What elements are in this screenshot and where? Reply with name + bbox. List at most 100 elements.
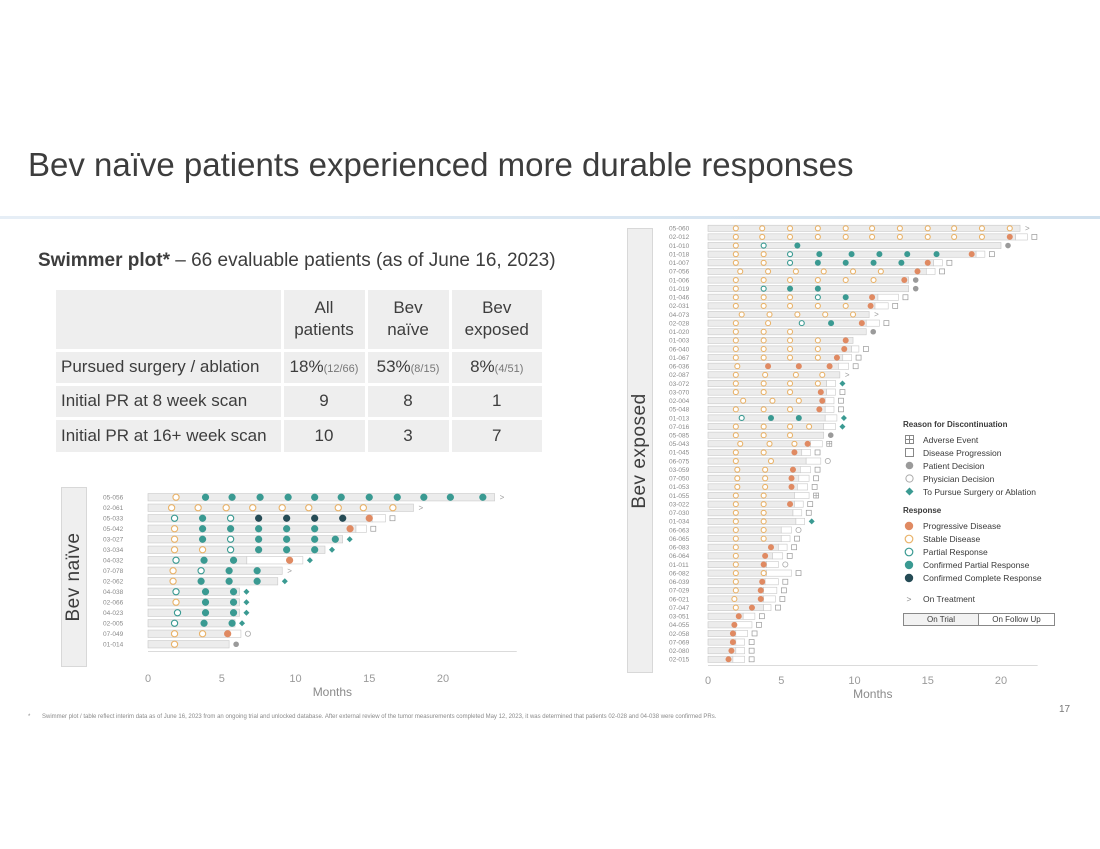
on-trial-bar bbox=[707, 561, 767, 568]
stable-disease-marker bbox=[814, 302, 821, 309]
on-trial-bar bbox=[147, 503, 414, 512]
progressive-disease-icon bbox=[903, 521, 915, 531]
disease-progression-marker bbox=[814, 449, 821, 456]
confirmed-partial-response-marker bbox=[816, 251, 823, 258]
on-trial-bar bbox=[707, 630, 737, 637]
stable-disease-marker bbox=[760, 570, 767, 577]
patient-id-label: 06-065 bbox=[669, 536, 690, 543]
stable-disease-marker bbox=[359, 504, 367, 512]
adverse-event-marker bbox=[826, 440, 833, 447]
stable-disease-marker bbox=[305, 504, 313, 512]
patient-id-label: 02-062 bbox=[103, 579, 124, 586]
stable-disease-marker bbox=[786, 302, 794, 309]
on-trial-bar bbox=[147, 619, 236, 628]
physician-decision-marker bbox=[795, 527, 802, 534]
stable-disease-marker bbox=[172, 493, 180, 501]
patient-id-label: 02-031 bbox=[669, 303, 690, 310]
stable-disease-marker bbox=[737, 440, 744, 447]
confirmed-partial-response-marker bbox=[201, 588, 210, 596]
disease-progression-marker bbox=[814, 466, 821, 473]
table-cell: 8 bbox=[364, 382, 450, 418]
stable-disease-marker bbox=[278, 504, 286, 512]
stable-disease-marker bbox=[760, 380, 767, 387]
follow-up-bar bbox=[842, 354, 852, 362]
confirmed-partial-response-marker bbox=[255, 525, 263, 533]
page-number: 17 bbox=[1059, 704, 1071, 715]
progressive-disease-marker bbox=[842, 337, 849, 344]
confirmed-partial-response-marker bbox=[253, 567, 261, 575]
patient-id-label: 05-085 bbox=[669, 432, 690, 439]
legend-item: Confirmed Partial Response bbox=[903, 558, 1063, 571]
stable-disease-marker bbox=[732, 587, 739, 594]
legend-response-title: Response bbox=[903, 506, 942, 515]
progressive-disease-marker bbox=[760, 561, 767, 568]
disease-progression-marker bbox=[805, 509, 812, 516]
partial-response-marker bbox=[786, 251, 794, 258]
progressive-disease-marker bbox=[729, 630, 736, 637]
stable-disease-marker bbox=[732, 509, 739, 516]
patient-id-label: 07-029 bbox=[669, 588, 690, 595]
confirmed-partial-response-marker bbox=[201, 609, 210, 617]
disease-progression-marker bbox=[756, 621, 762, 628]
stable-disease-marker bbox=[786, 432, 794, 439]
on-trial-bar bbox=[707, 655, 734, 663]
partial-response-marker bbox=[814, 294, 821, 301]
disease-progression-marker bbox=[748, 656, 755, 663]
bar-key: On Trial On Follow Up bbox=[903, 613, 1063, 626]
stable-disease-marker bbox=[877, 268, 884, 275]
x-tick-label: 15 bbox=[363, 673, 375, 685]
disease-progression-marker bbox=[389, 515, 396, 522]
stable-disease-marker bbox=[760, 337, 767, 344]
on-trial-bar bbox=[707, 233, 1016, 241]
stable-disease-marker bbox=[786, 233, 794, 240]
partial-response-marker bbox=[226, 535, 235, 543]
on-trial-bar bbox=[707, 449, 803, 456]
follow-up-bar bbox=[975, 250, 986, 258]
stable-disease-marker bbox=[740, 397, 747, 404]
stable-disease-marker bbox=[870, 276, 877, 284]
legend-item: Disease Progression bbox=[903, 446, 1063, 459]
follow-up-bar bbox=[794, 492, 810, 499]
on-trial-bar bbox=[707, 612, 744, 620]
patient-id-label: 06-036 bbox=[669, 364, 690, 371]
stable-disease-marker bbox=[814, 233, 821, 240]
on-trial-bar bbox=[147, 629, 230, 638]
stable-disease-marker bbox=[792, 371, 799, 378]
x-tick-label: 15 bbox=[922, 675, 934, 687]
confirmed-partial-response-marker bbox=[311, 525, 319, 533]
follow-up-bar bbox=[797, 483, 808, 491]
stable-disease-marker bbox=[820, 268, 827, 275]
confirmed-partial-response-marker bbox=[393, 493, 401, 501]
progressive-disease-marker bbox=[735, 613, 742, 620]
progressive-disease-marker bbox=[762, 552, 769, 559]
stable-disease-marker bbox=[732, 518, 739, 525]
progressive-disease-marker bbox=[858, 320, 865, 327]
follow-up-bar bbox=[1015, 233, 1028, 241]
header-bev-naive: Bev naïve bbox=[364, 290, 450, 350]
follow-up-bar bbox=[763, 586, 778, 594]
patient-id-label: 01-011 bbox=[669, 562, 689, 569]
progressive-disease-marker bbox=[365, 514, 373, 522]
surgery-marker bbox=[839, 423, 846, 430]
disease-progression-marker bbox=[794, 535, 800, 542]
confirmed-partial-response-marker bbox=[225, 567, 233, 575]
table-cell: 1 bbox=[448, 382, 542, 418]
stable-disease-marker bbox=[732, 570, 739, 577]
stable-disease-marker bbox=[786, 406, 794, 413]
title-divider bbox=[0, 216, 1100, 219]
stable-disease-marker bbox=[822, 311, 829, 318]
legend-discontinuation-title: Reason for Discontinuation bbox=[903, 420, 1008, 429]
patient-decision-marker bbox=[1005, 242, 1011, 249]
follow-up-bar bbox=[794, 500, 804, 508]
x-tick-label: 10 bbox=[848, 675, 860, 687]
stable-disease-marker bbox=[732, 423, 739, 430]
stable-disease-marker bbox=[169, 567, 177, 575]
disease-progression-marker bbox=[370, 525, 377, 532]
partial-response-marker bbox=[197, 567, 205, 575]
on-trial-bar bbox=[707, 638, 737, 646]
surgery-marker bbox=[281, 578, 288, 585]
surgery-marker bbox=[306, 557, 313, 564]
stable-disease-marker bbox=[760, 259, 767, 266]
on-trial-bar bbox=[707, 242, 1002, 249]
confirmed-partial-response-marker bbox=[253, 577, 261, 585]
